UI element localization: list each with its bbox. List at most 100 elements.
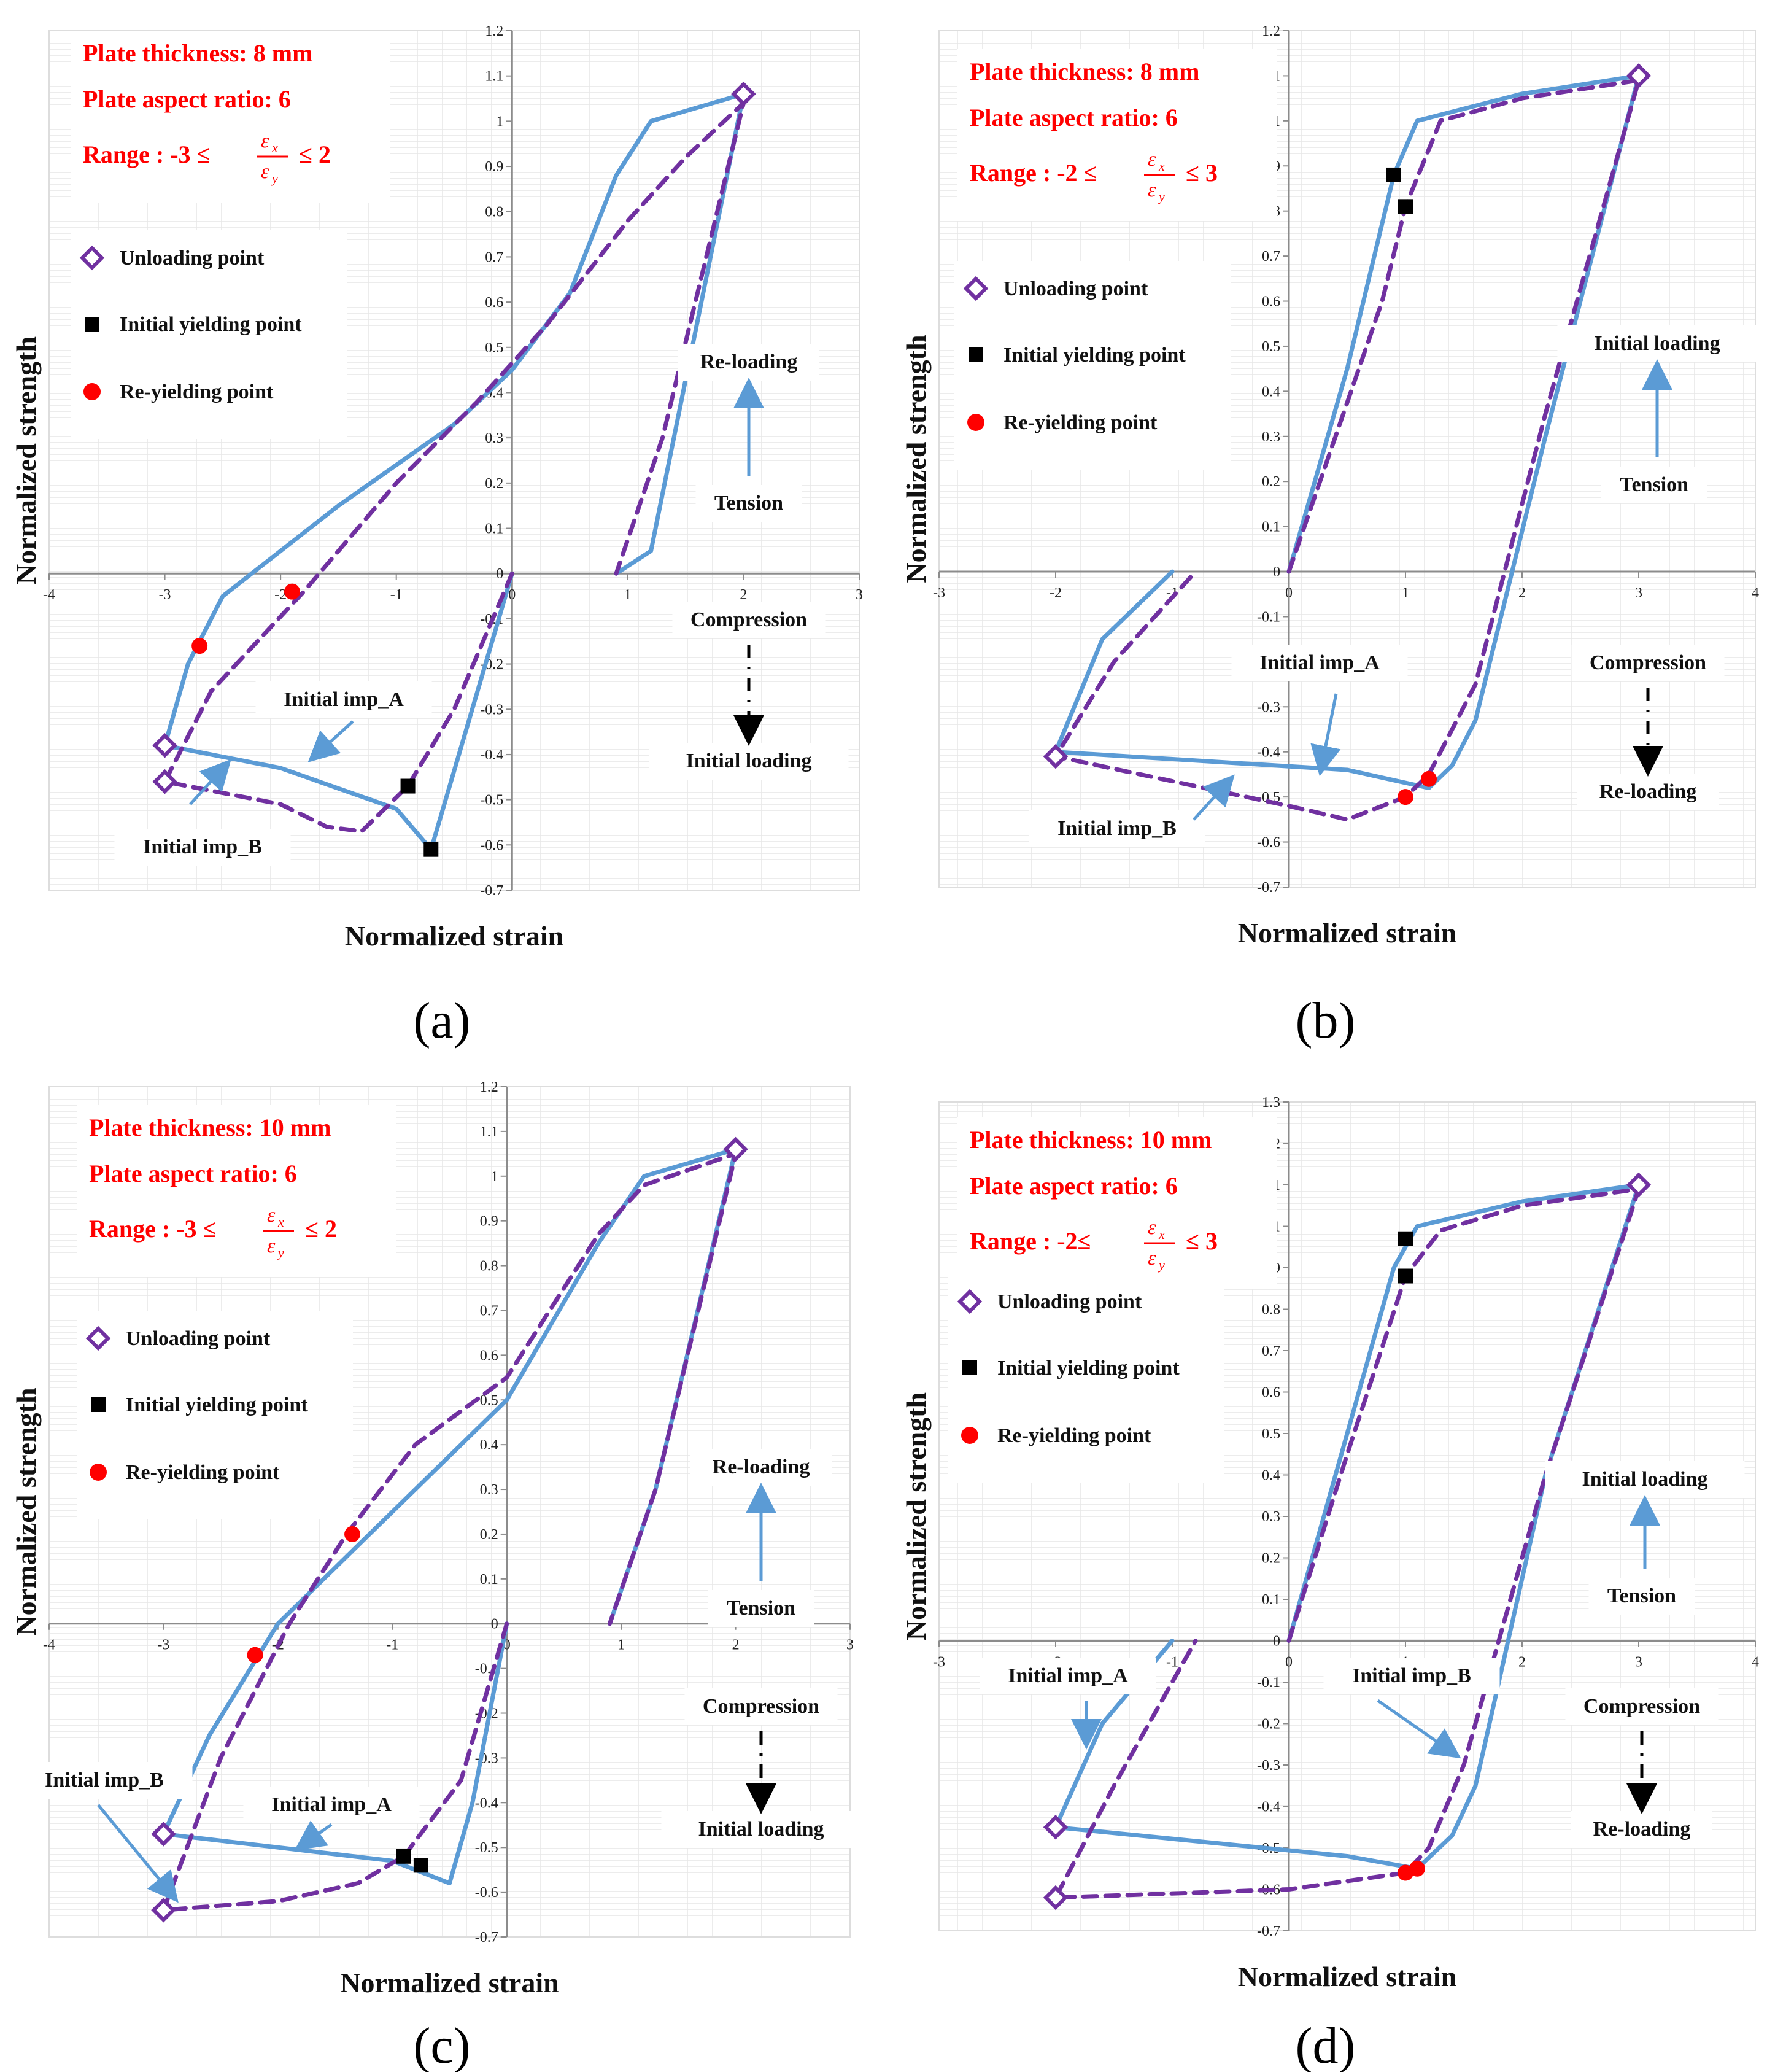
y-tick-label: 0.1 [485, 521, 503, 537]
y-tick-label: 0.4 [480, 1437, 498, 1453]
y-tick-label: 0.1 [1262, 1592, 1280, 1608]
annotation-imp-a: Initial imp_A [1259, 651, 1380, 674]
fraction-den-sub: y [277, 1245, 284, 1260]
x-axis-title: Normalized strain [1238, 917, 1456, 949]
x-tick-label: 1 [1402, 585, 1409, 601]
fraction-den-sub: y [1158, 1257, 1165, 1273]
y-tick-label: 0.2 [485, 476, 503, 492]
legend-unloading-label: Unloading point [997, 1290, 1142, 1313]
x-tick-label: 4 [1752, 1655, 1759, 1670]
legend-unloading-icon [963, 276, 989, 301]
y-tick-label: 0.6 [480, 1348, 498, 1364]
y-tick-label: 0.5 [485, 340, 503, 356]
x-tick-label: -3 [933, 585, 945, 601]
y-tick-label: 0 [1273, 1634, 1280, 1650]
unloading-point-marker [1043, 1815, 1069, 1840]
imp-a-arrow [307, 720, 354, 762]
x-axis-title: Normalized strain [1238, 1961, 1456, 1992]
y-tick-label: -0.5 [475, 1840, 498, 1856]
legend-box [71, 230, 347, 439]
y-tick-label: 0.6 [1262, 294, 1280, 310]
fraction-denominator: ε [261, 160, 269, 183]
x-tick-label: 0 [1285, 1655, 1293, 1670]
y-tick-label: 0.9 [480, 1214, 498, 1230]
y-tick-label: 0.2 [1262, 1551, 1280, 1567]
y-tick-label: 0.8 [1262, 1302, 1280, 1318]
fraction-numerator: ε [261, 130, 269, 152]
y-tick-label: 1 [491, 1169, 498, 1185]
unloading-point-marker [152, 769, 177, 794]
x-axis-title: Normalized strain [345, 920, 563, 952]
y-axis-title: Normalized strength [10, 336, 42, 584]
y-tick-label: 0.5 [1262, 339, 1280, 355]
x-tick-label: -4 [43, 587, 55, 603]
info-box [957, 1117, 1277, 1289]
info-range-end: ≤ 2 [299, 141, 331, 168]
y-tick-label: -0.3 [1257, 1758, 1280, 1774]
fraction-numerator: ε [1148, 148, 1156, 171]
info-thickness: Plate thickness: 10 mm [89, 1114, 331, 1141]
y-tick-label: 0.5 [480, 1392, 498, 1408]
y-tick-label: 0.3 [485, 430, 503, 446]
x-tick-label: 1 [624, 587, 632, 603]
y-tick-label: 0.5 [1262, 1426, 1280, 1442]
initial-yield-marker [1386, 167, 1401, 182]
legend-yield-label: Initial yielding point [997, 1357, 1180, 1379]
y-tick-label: 1.2 [485, 23, 503, 39]
y-tick-label: -0.4 [1257, 1799, 1280, 1815]
re-yield-marker [1398, 789, 1413, 805]
y-tick-label: -0.3 [480, 702, 503, 718]
x-tick-label: -1 [1166, 1655, 1178, 1670]
legend-unloading-icon [85, 1325, 111, 1351]
annotation-top-box [678, 344, 819, 381]
y-tick-label: 0.1 [480, 1572, 498, 1588]
fraction-den-sub: y [1158, 189, 1165, 204]
annotation-imp-b: Initial imp_B [45, 1769, 164, 1791]
annotation-bottom: Initial loading [686, 750, 811, 772]
y-tick-label: 0.9 [485, 159, 503, 175]
x-tick-label: -2 [1050, 585, 1062, 601]
info-range-end: ≤ 2 [305, 1215, 337, 1243]
y-tick-label: -0.4 [1257, 745, 1280, 761]
info-thickness: Plate thickness: 8 mm [83, 39, 312, 67]
fraction-den-sub: y [271, 171, 278, 186]
legend-yield-label: Initial yielding point [126, 1394, 308, 1416]
unloading-point-marker [1043, 743, 1069, 769]
series-line-imp-b [161, 1151, 738, 1912]
info-range-start: Range : -2 ≤ [970, 159, 1097, 187]
chart-panel-c: -4 -3 -2 -1 0 1 2 3-0.7-0.6-0.5-0.4-0.3-0.2-0.1… [10, 1079, 861, 2072]
annotation-top-box [690, 1449, 832, 1486]
x-tick-label: -2 [274, 587, 287, 603]
info-thickness: Plate thickness: 8 mm [970, 58, 1199, 85]
initial-yield-marker [1398, 1268, 1413, 1284]
y-tick-label: 1 [496, 114, 503, 130]
x-tick-label: 3 [856, 587, 863, 603]
info-aspect-ratio: Plate aspect ratio: 6 [970, 1172, 1178, 1200]
legend-unloading-label: Unloading point [1003, 277, 1148, 300]
x-tick-label: 3 [1635, 585, 1642, 601]
x-tick-label: 2 [1518, 585, 1526, 601]
annotation-imp-a-box [255, 681, 432, 718]
annotation-compression-box [672, 602, 826, 638]
annotation-compression: Compression [1590, 651, 1706, 674]
annotation-imp-b: Initial imp_B [1057, 817, 1177, 840]
y-axis-title: Normalized strength [900, 335, 932, 583]
annotation-imp-b: Initial imp_B [143, 836, 262, 858]
fraction-numerator: ε [1148, 1216, 1156, 1239]
y-tick-label: 0.4 [1262, 1468, 1280, 1484]
legend-box [954, 261, 1231, 470]
unloading-point-marker [731, 81, 756, 107]
y-tick-label: -0.6 [480, 837, 503, 853]
y-tick-label: 1.2 [480, 1079, 498, 1095]
annotation-imp-b-box [114, 829, 291, 866]
annotation-imp-b: Initial imp_B [1352, 1664, 1471, 1687]
annotation-imp-a-box [980, 1658, 1156, 1694]
x-tick-label: 2 [732, 1637, 740, 1653]
annotation-tension: Tension [727, 1597, 795, 1620]
y-tick-label: 0.3 [1262, 1509, 1280, 1525]
x-tick-label: -3 [933, 1655, 945, 1670]
chart-panel-d: -3-2-101234-0.7-0.6-0.5-0.4-0.3-0.2-0.10… [900, 1095, 1759, 2072]
annotation-bottom-box [1577, 774, 1719, 810]
y-tick-label: 0.8 [480, 1259, 498, 1275]
